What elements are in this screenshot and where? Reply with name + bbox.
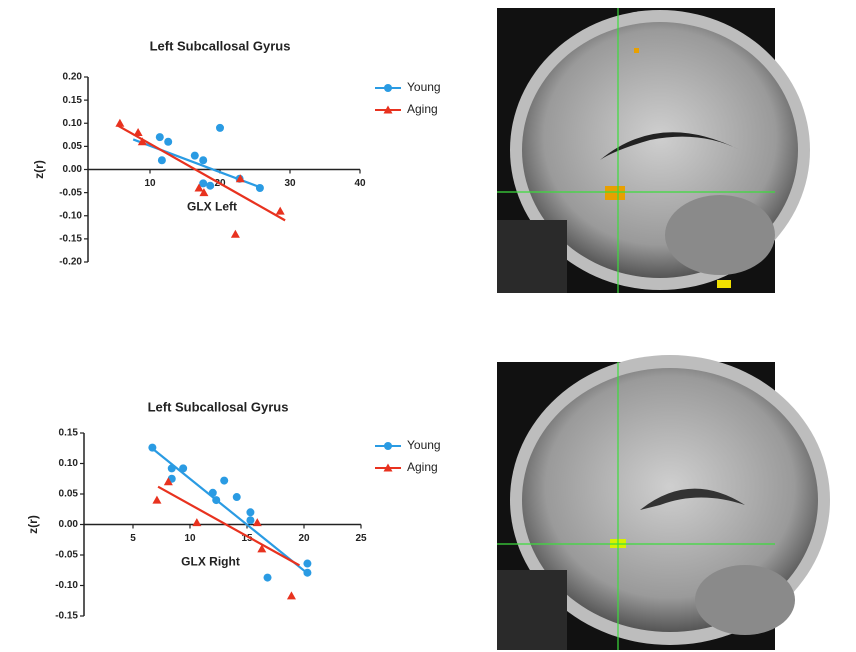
point (246, 508, 254, 516)
point (156, 133, 164, 141)
chart: Left Subcallosal Gyrus 0.20 0.15 0.10 0.05 0.… (32, 38, 440, 267)
mri-lower (497, 355, 830, 650)
y-tick-label: 0.10 (63, 118, 83, 129)
x-tick-label: 10 (144, 178, 156, 189)
chart-title: Left Subcallosal Gyrus (150, 38, 291, 53)
y-tick-label: -0.10 (55, 580, 78, 591)
y-axis-title: z(r) (32, 160, 46, 179)
point (148, 444, 156, 452)
legend-label: Aging (407, 102, 438, 116)
x-tick-label: 25 (355, 533, 367, 544)
point (164, 138, 172, 146)
point (220, 477, 228, 485)
point (115, 119, 124, 127)
y-tick-label: 0.20 (63, 72, 83, 83)
point (216, 124, 224, 132)
point (212, 496, 220, 504)
point (303, 560, 311, 568)
point (134, 128, 143, 136)
y-tick-label: -0.15 (59, 234, 82, 245)
y-tick-label: 0.00 (63, 164, 83, 175)
x-tick-label: 10 (184, 533, 196, 544)
legend-label: Aging (407, 460, 438, 474)
point (168, 464, 176, 472)
x-axis-title: GLX Right (181, 555, 240, 569)
y-tick-label: -0.05 (59, 187, 82, 198)
point (199, 156, 207, 164)
y-tick-label: 0.15 (59, 428, 79, 439)
y-tick-label: 0.15 (63, 95, 83, 106)
trend-line (158, 487, 299, 566)
point (192, 518, 201, 526)
legend-label: Young (407, 80, 441, 94)
point (256, 184, 264, 192)
point (287, 591, 296, 599)
point (209, 489, 217, 497)
legend-marker (384, 84, 392, 92)
chart-title: Left Subcallosal Gyrus (148, 399, 289, 414)
x-tick-label: 5 (130, 533, 136, 544)
point (303, 569, 311, 577)
point (191, 152, 199, 160)
legend-marker (384, 442, 392, 450)
y-axis-title: z(r) (26, 515, 40, 534)
figure: Left Subcallosal Gyrus 0.20 0.15 0.10 0.05 0.… (0, 0, 856, 652)
point (179, 464, 187, 472)
y-tick-label: 0.05 (63, 141, 83, 152)
x-axis-title: GLX Left (187, 200, 237, 214)
y-tick-label: -0.05 (55, 550, 78, 561)
legend-label: Young (407, 438, 441, 452)
y-tick-label: 0.00 (59, 519, 79, 530)
point (206, 182, 214, 190)
y-tick-label: -0.20 (59, 257, 82, 268)
mri-upper (497, 8, 810, 293)
x-tick-label: 30 (284, 178, 296, 189)
y-tick-label: 0.05 (59, 489, 79, 500)
point (246, 516, 254, 524)
y-tick-label: -0.15 (55, 611, 78, 622)
point (276, 207, 285, 215)
point (264, 574, 272, 582)
y-tick-label: -0.10 (59, 210, 82, 221)
x-tick-label: 40 (354, 178, 366, 189)
point (231, 230, 240, 238)
chart: Left Subcallosal Gyrus 0.15 0.10 0.05 0.00 -0… (26, 399, 440, 621)
point (233, 493, 241, 501)
point (158, 156, 166, 164)
x-tick-label: 20 (298, 533, 310, 544)
point (152, 496, 161, 504)
y-tick-label: 0.10 (59, 458, 79, 469)
